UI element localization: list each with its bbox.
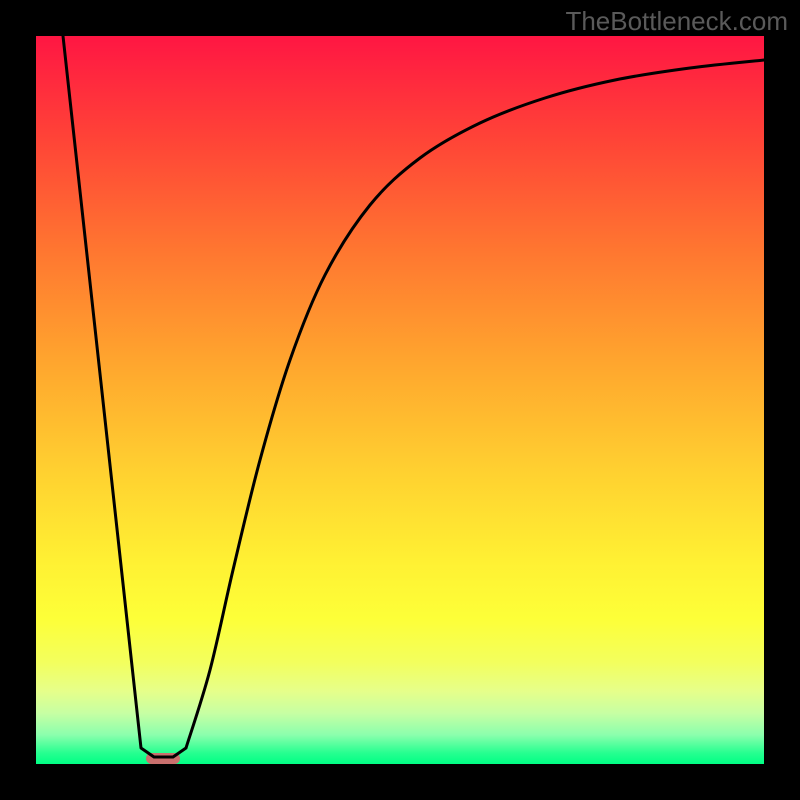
bottleneck-chart bbox=[0, 0, 800, 800]
watermark-text: TheBottleneck.com bbox=[565, 6, 788, 37]
chart-container: TheBottleneck.com bbox=[0, 0, 800, 800]
plot-area bbox=[36, 36, 764, 764]
